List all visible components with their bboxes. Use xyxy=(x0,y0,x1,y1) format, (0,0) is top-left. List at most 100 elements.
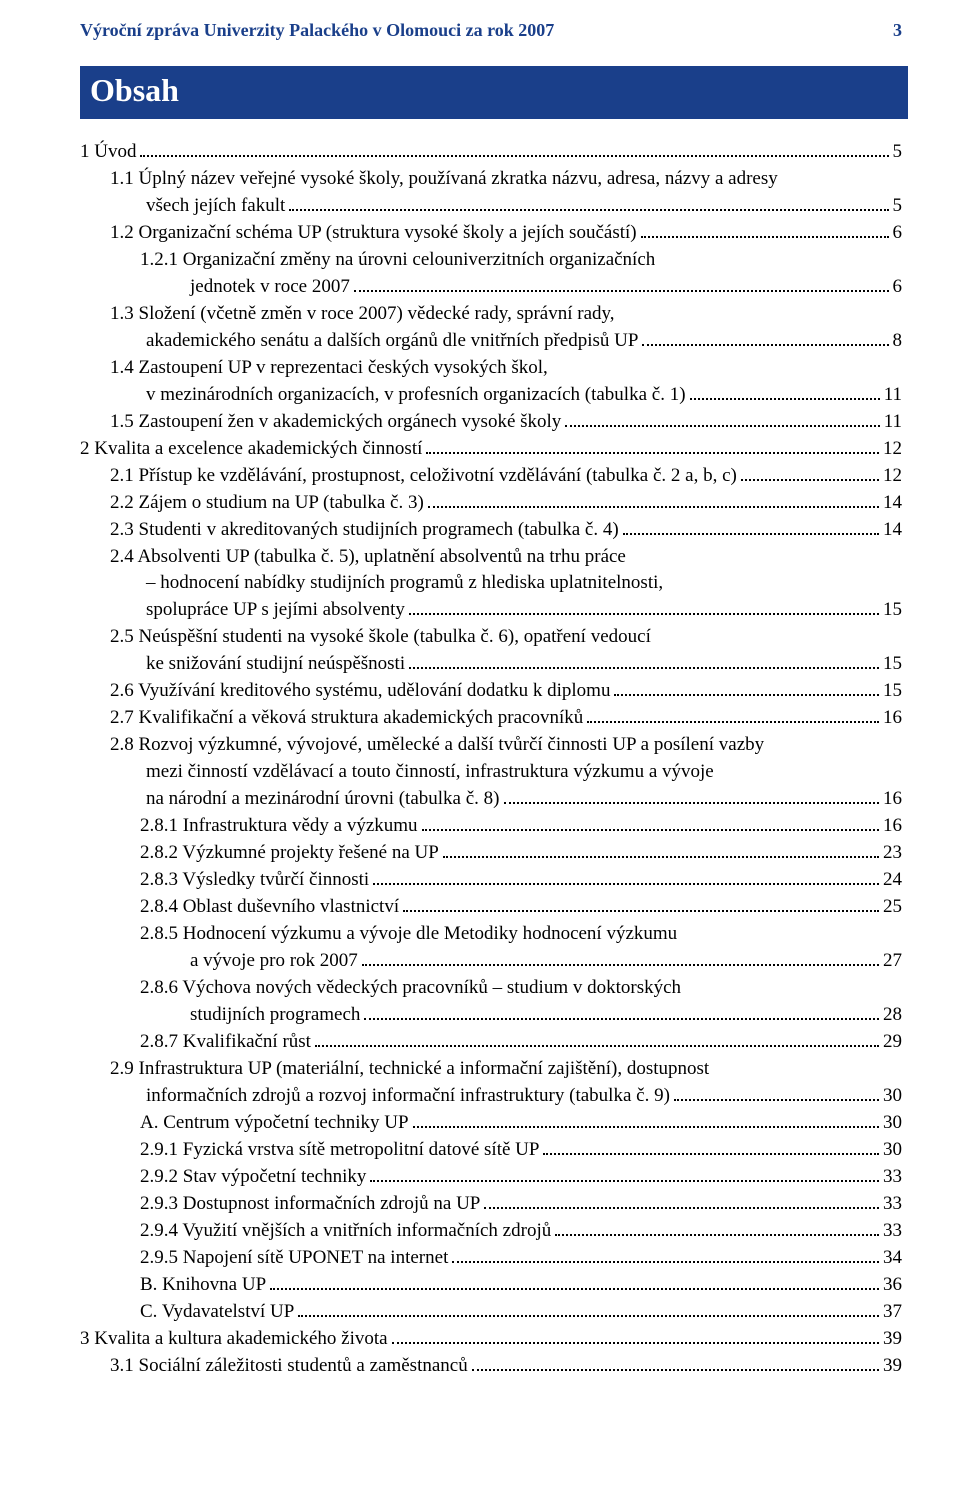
toc-text: mezi činností vzdělávací a touto činnost… xyxy=(146,759,908,786)
toc-entry: a vývoje pro rok 200727 xyxy=(80,948,908,975)
toc-entry: 3.1 Sociální záležitosti studentů a zamě… xyxy=(80,1353,908,1380)
toc-leader-dots xyxy=(392,1342,879,1344)
toc-leader-dots xyxy=(690,398,880,400)
toc-text: C. Vydavatelství UP xyxy=(140,1299,294,1326)
toc-text: 2.9.4 Využití vnějších a vnitřních infor… xyxy=(140,1218,551,1245)
toc-text: spolupráce UP s jejími absolventy xyxy=(146,597,405,624)
toc-line: 2.4 Absolventi UP (tabulka č. 5), uplatn… xyxy=(80,544,908,571)
toc-text: všech jejích fakult xyxy=(146,193,285,220)
toc-page: 36 xyxy=(883,1272,908,1299)
toc-text: 1.4 Zastoupení UP v reprezentaci českých… xyxy=(110,355,908,382)
toc-page: 24 xyxy=(883,867,908,894)
toc-entry: 2.9.3 Dostupnost informačních zdrojů na … xyxy=(80,1191,908,1218)
toc-entry: B. Knihovna UP 36 xyxy=(80,1272,908,1299)
toc-line: 1.3 Složení (včetně změn v roce 2007) vě… xyxy=(80,301,908,328)
toc-leader-dots xyxy=(270,1288,879,1290)
toc-leader-dots xyxy=(426,452,879,454)
toc-page: 39 xyxy=(883,1353,908,1380)
toc-entry: spolupráce UP s jejími absolventy15 xyxy=(80,597,908,624)
toc-text: 2.8 Rozvoj výzkumné, vývojové, umělecké … xyxy=(110,732,908,759)
toc-entry: informačních zdrojů a rozvoj informační … xyxy=(80,1083,908,1110)
toc-page: 27 xyxy=(883,948,908,975)
toc-text: 3.1 Sociální záležitosti studentů a zamě… xyxy=(110,1353,468,1380)
toc-text: 2.9.3 Dostupnost informačních zdrojů na … xyxy=(140,1191,480,1218)
toc-leader-dots xyxy=(741,479,879,481)
toc-entry: všech jejích fakult5 xyxy=(80,193,908,220)
toc-line: mezi činností vzdělávací a touto činnost… xyxy=(80,759,908,786)
toc-leader-dots xyxy=(642,344,888,346)
toc-line: 2.8.5 Hodnocení výzkumu a vývoje dle Met… xyxy=(80,921,908,948)
toc-text: 2.8.5 Hodnocení výzkumu a vývoje dle Met… xyxy=(140,921,908,948)
toc-text: 2.8.2 Výzkumné projekty řešené na UP xyxy=(140,840,439,867)
toc-leader-dots xyxy=(614,694,879,696)
toc-entry: 1.5 Zastoupení žen v akademických orgáne… xyxy=(80,409,908,436)
toc-page: 6 xyxy=(893,274,909,301)
toc-text: 2.8.6 Výchova nových vědeckých pracovník… xyxy=(140,975,908,1002)
toc-leader-dots xyxy=(484,1207,879,1209)
toc-leader-dots xyxy=(409,667,879,669)
toc-leader-dots xyxy=(364,1018,879,1020)
toc-page: 12 xyxy=(883,436,908,463)
toc-text: 2.2 Zájem o studium na UP (tabulka č. 3) xyxy=(110,490,424,517)
toc-entry: 2.9.1 Fyzická vrstva sítě metropolitní d… xyxy=(80,1137,908,1164)
toc-page: 30 xyxy=(883,1137,908,1164)
toc-line: 2.5 Neúspěšní studenti na vysoké škole (… xyxy=(80,624,908,651)
toc-page: 6 xyxy=(893,220,909,247)
toc-page: 33 xyxy=(883,1164,908,1191)
toc-entry: 2.8.7 Kvalifikační růst29 xyxy=(80,1029,908,1056)
toc-entry: 2.8.3 Výsledky tvůrčí činnosti24 xyxy=(80,867,908,894)
toc-leader-dots xyxy=(674,1099,879,1101)
toc-text: 2.1 Přístup ke vzdělávání, prostupnost, … xyxy=(110,463,737,490)
toc-leader-dots xyxy=(428,506,879,508)
toc-leader-dots xyxy=(403,910,879,912)
toc-text: 2.9.1 Fyzická vrstva sítě metropolitní d… xyxy=(140,1137,539,1164)
toc-entry: studijních programech28 xyxy=(80,1002,908,1029)
toc-text: 1.1 Úplný název veřejné vysoké školy, po… xyxy=(110,166,908,193)
toc-page: 11 xyxy=(884,409,908,436)
section-title: Obsah xyxy=(80,66,908,119)
toc-page: 23 xyxy=(883,840,908,867)
toc-leader-dots xyxy=(543,1153,879,1155)
toc-text: 2 Kvalita a excelence akademických činno… xyxy=(80,436,422,463)
toc-entry: 2.9.2 Stav výpočetní techniky 33 xyxy=(80,1164,908,1191)
toc-line: 1.4 Zastoupení UP v reprezentaci českých… xyxy=(80,355,908,382)
toc-leader-dots xyxy=(555,1234,879,1236)
toc-page: 15 xyxy=(883,651,908,678)
toc-text: 1 Úvod xyxy=(80,139,136,166)
toc-text: – hodnocení nabídky studijních programů … xyxy=(146,570,908,597)
toc-page: 15 xyxy=(883,678,908,705)
toc-text: 2.9.2 Stav výpočetní techniky xyxy=(140,1164,366,1191)
toc-line: 2.9 Infrastruktura UP (materiální, techn… xyxy=(80,1056,908,1083)
toc-leader-dots xyxy=(315,1045,879,1047)
toc-page: 14 xyxy=(883,517,908,544)
doc-title: Výroční zpráva Univerzity Palackého v Ol… xyxy=(80,18,554,44)
toc-entry: 1.2 Organizační schéma UP (struktura vys… xyxy=(80,220,908,247)
toc-entry: ke snižování studijní neúspěšnosti 15 xyxy=(80,651,908,678)
toc-text: 2.7 Kvalifikační a věková struktura akad… xyxy=(110,705,583,732)
toc-entry: 2.8.1 Infrastruktura vědy a výzkumu16 xyxy=(80,813,908,840)
toc-text: 2.8.7 Kvalifikační růst xyxy=(140,1029,311,1056)
toc-leader-dots xyxy=(587,721,879,723)
toc-text: A. Centrum výpočetní techniky UP xyxy=(140,1110,409,1137)
toc-text: 2.4 Absolventi UP (tabulka č. 5), uplatn… xyxy=(110,544,908,571)
toc-text: B. Knihovna UP xyxy=(140,1272,266,1299)
toc-text: na národní a mezinárodní úrovni (tabulka… xyxy=(146,786,500,813)
toc-leader-dots xyxy=(443,856,879,858)
toc-page: 34 xyxy=(883,1245,908,1272)
toc-line: 2.8 Rozvoj výzkumné, vývojové, umělecké … xyxy=(80,732,908,759)
toc-entry: 2.1 Přístup ke vzdělávání, prostupnost, … xyxy=(80,463,908,490)
toc-leader-dots xyxy=(289,209,888,211)
toc-entry: 3 Kvalita a kultura akademického života3… xyxy=(80,1326,908,1353)
toc-entry: A. Centrum výpočetní techniky UP 30 xyxy=(80,1110,908,1137)
toc-entry: 2.2 Zájem o studium na UP (tabulka č. 3)… xyxy=(80,490,908,517)
toc-text: studijních programech xyxy=(190,1002,360,1029)
toc-page: 11 xyxy=(884,382,908,409)
toc-page: 30 xyxy=(883,1110,908,1137)
toc-entry: 2.9.5 Napojení sítě UPONET na internet34 xyxy=(80,1245,908,1272)
toc-text: ke snižování studijní neúspěšnosti xyxy=(146,651,405,678)
toc-entry: 2.6 Využívání kreditového systému, udělo… xyxy=(80,678,908,705)
toc-text: 2.8.1 Infrastruktura vědy a výzkumu xyxy=(140,813,418,840)
toc-page: 8 xyxy=(893,328,909,355)
toc-text: 1.2.1 Organizační změny na úrovni celoun… xyxy=(140,247,908,274)
toc-entry: 2.8.4 Oblast duševního vlastnictví25 xyxy=(80,894,908,921)
